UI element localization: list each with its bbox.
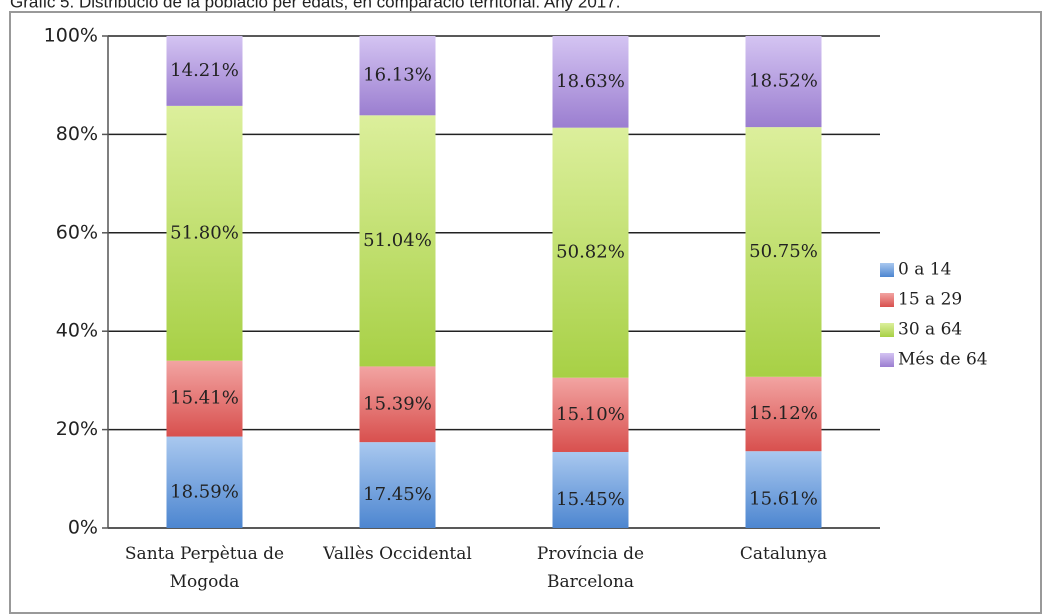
bar-segment <box>745 451 822 528</box>
value-label: 15.39% <box>363 393 432 414</box>
bar-segment <box>166 105 243 361</box>
bar-segment <box>552 377 629 452</box>
bar-segment <box>745 376 822 452</box>
value-label: 17.45% <box>363 484 432 505</box>
frame <box>9 11 1042 614</box>
legend-label: 30 a 64 <box>898 320 962 340</box>
value-label: 50.75% <box>749 241 818 262</box>
legend-swatch <box>880 323 894 337</box>
y-tick-label: 60% <box>56 221 98 243</box>
bar-segment <box>745 36 822 128</box>
bar-segment <box>166 360 243 437</box>
value-label: 51.80% <box>170 222 239 243</box>
bar-segment <box>552 127 629 378</box>
bar-segment <box>359 442 436 528</box>
bar-segment <box>359 115 436 367</box>
value-label: 15.45% <box>556 489 625 510</box>
value-label: 51.04% <box>363 230 432 251</box>
x-tick-label: Vallès Occidental <box>322 544 472 564</box>
legend-label: Més de 64 <box>898 350 988 370</box>
y-tick-label: 40% <box>56 320 98 342</box>
y-tick-label: 80% <box>56 123 98 145</box>
value-label: 15.12% <box>749 403 818 424</box>
bar-segment <box>552 36 629 128</box>
value-label: 15.61% <box>749 489 818 510</box>
y-tick-label: 100% <box>44 25 98 47</box>
y-tick-label: 20% <box>56 418 98 440</box>
value-label: 50.82% <box>556 242 625 263</box>
legend-swatch <box>880 293 894 307</box>
legend-swatch <box>880 263 894 277</box>
y-tick-label: 0% <box>68 517 98 539</box>
value-label: 18.59% <box>170 481 239 502</box>
bar-segment <box>552 451 629 528</box>
bar-segment <box>166 436 243 528</box>
value-label: 15.10% <box>556 404 625 425</box>
value-label: 14.21% <box>170 60 239 81</box>
value-label: 16.13% <box>363 65 432 86</box>
chart-title: Gràfic 5. Distribució de la població per… <box>10 0 620 11</box>
legend-swatch <box>880 353 894 367</box>
legend-label: 0 a 14 <box>898 260 951 280</box>
bar-segment <box>166 35 243 106</box>
value-label: 15.41% <box>170 388 239 409</box>
value-label: 18.52% <box>749 71 818 92</box>
x-tick-label: Catalunya <box>740 544 827 564</box>
x-tick-label: Santa Perpètua de Mogoda <box>125 544 284 592</box>
x-tick-label: Província de Barcelona <box>537 544 644 592</box>
legend-label: 15 a 29 <box>898 290 962 310</box>
bar-segment <box>359 35 436 116</box>
bar-segment <box>359 366 436 443</box>
value-label: 18.63% <box>556 71 625 92</box>
bar-segment <box>745 127 822 377</box>
